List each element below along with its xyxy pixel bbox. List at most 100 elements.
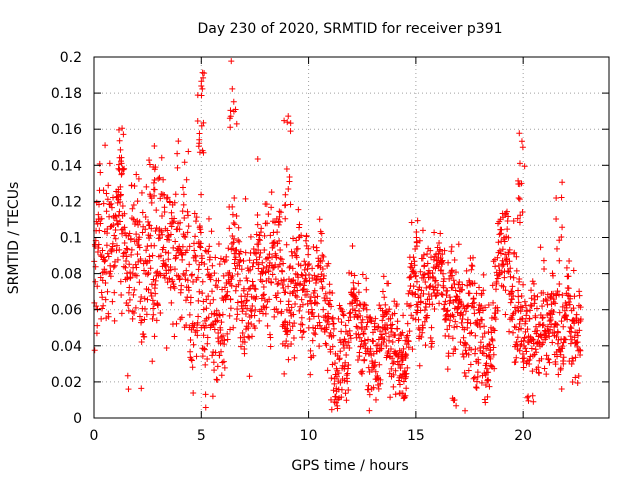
data-point <box>102 142 109 149</box>
data-point <box>280 260 287 267</box>
data-point <box>113 217 120 224</box>
data-point <box>399 371 406 378</box>
data-point <box>194 319 201 326</box>
data-point <box>450 397 457 404</box>
data-point <box>251 312 258 319</box>
data-point <box>269 264 276 271</box>
data-point <box>383 343 390 350</box>
data-point <box>470 254 477 261</box>
data-point <box>145 286 152 293</box>
data-point <box>500 283 507 290</box>
data-point <box>149 315 156 322</box>
data-point <box>526 315 533 322</box>
data-point <box>120 263 127 270</box>
data-point <box>138 189 145 196</box>
data-point <box>448 268 455 275</box>
data-point <box>460 353 467 360</box>
data-point <box>412 272 419 279</box>
data-point <box>211 326 218 333</box>
data-point <box>210 359 217 366</box>
data-point <box>258 306 265 313</box>
data-point <box>193 214 200 221</box>
data-point <box>552 320 559 327</box>
data-point <box>415 316 422 323</box>
data-point <box>360 305 367 312</box>
data-point <box>555 291 562 298</box>
data-point <box>171 266 178 273</box>
data-point <box>363 323 370 330</box>
data-point <box>267 232 274 239</box>
data-point <box>398 332 405 339</box>
data-point <box>495 239 502 246</box>
data-point <box>144 243 151 250</box>
data-point <box>131 286 138 293</box>
data-point <box>190 341 197 348</box>
data-point <box>468 262 475 269</box>
data-point <box>405 338 412 345</box>
data-point <box>227 124 234 131</box>
data-point <box>313 247 320 254</box>
data-point <box>374 324 381 331</box>
data-point <box>518 325 525 332</box>
data-point <box>316 319 323 326</box>
data-point <box>305 251 312 258</box>
data-point <box>242 310 249 317</box>
data-point <box>119 125 126 132</box>
data-point <box>558 386 565 393</box>
data-point <box>483 353 490 360</box>
data-point <box>110 221 117 228</box>
data-point <box>550 308 557 315</box>
data-point <box>99 294 106 301</box>
data-point <box>95 244 102 251</box>
data-point <box>303 232 310 239</box>
data-point <box>517 212 524 219</box>
data-point <box>261 246 268 253</box>
data-point <box>273 306 280 313</box>
data-point <box>516 181 523 188</box>
data-point <box>526 307 533 314</box>
data-point <box>388 365 395 372</box>
data-point <box>423 303 430 310</box>
data-point <box>285 298 292 305</box>
data-point <box>173 252 180 259</box>
data-point <box>301 266 308 273</box>
data-point <box>456 297 463 304</box>
data-point <box>529 368 536 375</box>
data-point <box>330 325 337 332</box>
data-point <box>196 288 203 295</box>
data-point <box>442 298 449 305</box>
data-point <box>329 289 336 296</box>
data-point <box>441 301 448 308</box>
data-point <box>568 361 575 368</box>
data-point <box>308 306 315 313</box>
data-point <box>577 347 584 354</box>
data-point <box>228 276 235 283</box>
data-point <box>444 326 451 333</box>
data-point <box>211 367 218 374</box>
data-point <box>466 330 473 337</box>
data-point <box>444 287 451 294</box>
data-point <box>372 396 379 403</box>
data-point <box>516 275 523 282</box>
data-point <box>305 245 312 252</box>
data-point <box>234 299 241 306</box>
data-point <box>397 365 404 372</box>
data-point <box>202 404 209 411</box>
data-point <box>138 338 145 345</box>
data-point <box>203 296 210 303</box>
data-point <box>97 252 104 259</box>
data-point <box>106 213 113 220</box>
data-point <box>179 208 186 215</box>
data-point <box>387 394 394 401</box>
data-point <box>276 218 283 225</box>
data-point <box>141 295 148 302</box>
data-point <box>410 315 417 322</box>
y-tick-label: 0 <box>73 411 82 427</box>
data-point <box>104 226 111 233</box>
data-point <box>342 359 349 366</box>
data-point <box>150 305 157 312</box>
data-point <box>164 194 171 201</box>
data-point <box>338 386 345 393</box>
data-point <box>549 339 556 346</box>
data-point <box>319 266 326 273</box>
